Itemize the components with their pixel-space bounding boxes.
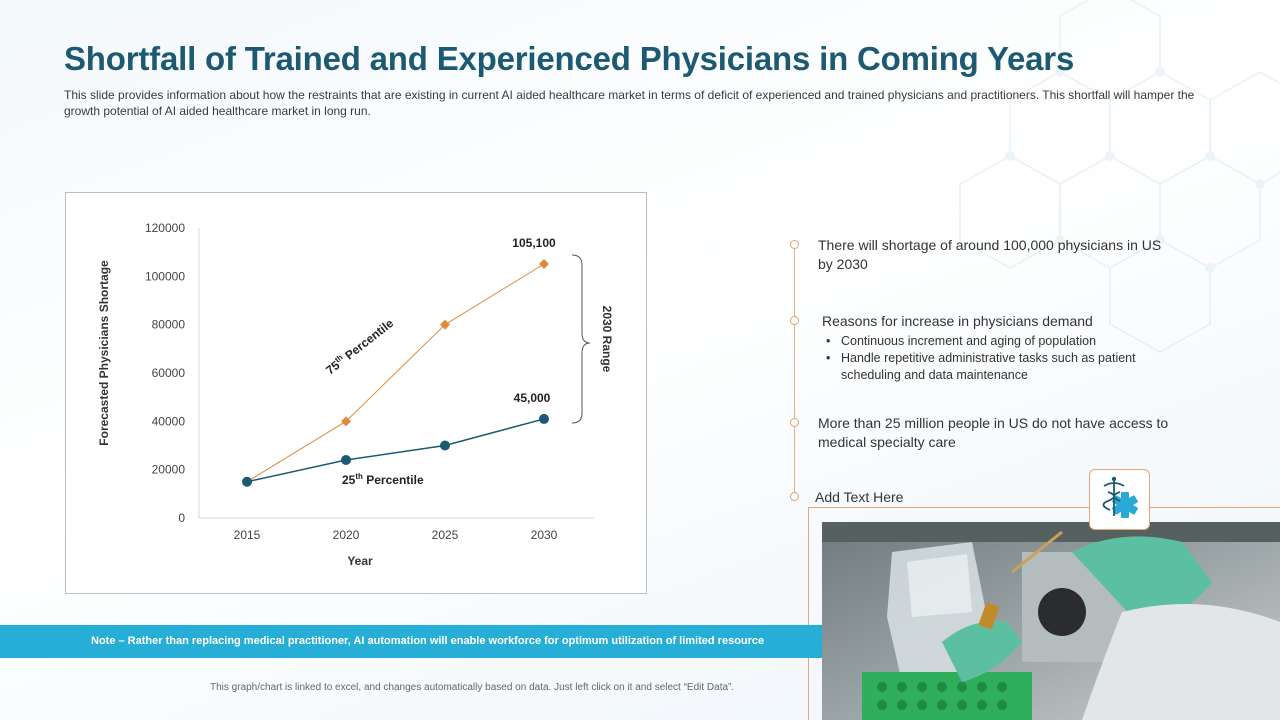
footer-note: This graph/chart is linked to excel, and…	[210, 682, 735, 693]
y-tick-label: 80000	[152, 318, 186, 332]
x-tick-label: 2025	[432, 528, 459, 542]
series-label-75th-sup: th	[333, 353, 345, 365]
bullet-item: Continuous increment and aging of popula…	[822, 333, 1162, 350]
data-point	[242, 476, 252, 487]
timeline-dot	[790, 418, 799, 427]
timeline-dot	[790, 492, 799, 501]
y-tick-label: 100000	[145, 269, 185, 283]
series-label-25th-sup: th	[355, 472, 363, 481]
lab-photo	[822, 522, 1280, 720]
series-label-25th-base: 25	[342, 473, 356, 487]
chart-axes	[198, 228, 594, 519]
timeline-line	[794, 240, 795, 498]
chart-container[interactable]: Forecasted Physicians Shortage Year 0 200…	[65, 192, 647, 594]
y-tick-label: 40000	[152, 414, 186, 428]
bullet-item: Handle repetitive administrative tasks s…	[822, 350, 1162, 384]
series-label-75th: 75th Percentile	[323, 315, 397, 377]
timeline-item-1: There will shortage of around 100,000 ph…	[818, 236, 1178, 274]
timeline-item-3-text: More than 25 million people in US do not…	[818, 415, 1169, 450]
page-subtitle: This slide provides information about ho…	[64, 88, 1195, 118]
data-point	[341, 416, 351, 427]
y-axis-label: Forecasted Physicians Shortage	[97, 260, 111, 446]
x-tick-label: 2020	[333, 528, 360, 542]
series-line	[246, 263, 545, 483]
data-point	[440, 319, 450, 330]
annotation-bottom-value: 45,000	[514, 391, 551, 405]
note-bar: Note – Rather than replacing medical pra…	[0, 625, 822, 658]
chart-ticks: 0 20000 40000 60000 80000 100000 120000 2015 202…	[145, 221, 558, 542]
timeline-dot	[790, 316, 799, 325]
timeline-item-2-bullets: Continuous increment and aging of popula…	[822, 333, 1162, 384]
data-point	[341, 455, 351, 465]
chart-series	[242, 259, 549, 487]
annotation-top-value: 105,100	[512, 236, 556, 250]
y-tick-label: 20000	[152, 463, 186, 477]
timeline-item-4[interactable]: Add Text Here	[815, 488, 1015, 507]
data-point	[440, 440, 450, 451]
series-label-25th-rest: Percentile	[363, 473, 424, 487]
page-title: Shortfall of Trained and Experienced Phy…	[64, 40, 1075, 77]
medical-icon-box	[1089, 469, 1150, 530]
timeline-item-3: More than 25 million people in US do not…	[818, 414, 1178, 452]
timeline-dot	[790, 240, 799, 249]
add-text-placeholder[interactable]: Add Text Here	[815, 489, 904, 505]
series-line	[246, 418, 545, 483]
series-label-25th: 25th Percentile	[342, 472, 424, 487]
line-chart: Forecasted Physicians Shortage Year 0 200…	[97, 221, 614, 568]
photo-frame	[808, 507, 1280, 720]
lab-photo-illustration	[822, 522, 1280, 720]
hexagon-background-decoration	[959, 0, 1280, 353]
x-tick-label: 2015	[234, 528, 261, 542]
y-tick-label: 0	[178, 511, 185, 525]
timeline-item-1-text: There will shortage of around 100,000 ph…	[818, 237, 1162, 272]
timeline-item-2-text: Reasons for increase in physicians deman…	[822, 313, 1093, 329]
data-point	[539, 259, 549, 270]
annotation-range-label: 2030 Range	[600, 306, 614, 373]
data-point	[539, 413, 549, 424]
x-axis-label: Year	[347, 554, 373, 568]
caduceus-star-of-life-icon	[1102, 476, 1138, 518]
y-tick-label: 60000	[152, 366, 186, 380]
range-bracket	[571, 254, 591, 424]
y-tick-label: 120000	[145, 221, 185, 235]
x-tick-label: 2030	[531, 528, 558, 542]
timeline-item-2: Reasons for increase in physicians deman…	[822, 312, 1162, 384]
series-label-75th-rest: Percentile	[340, 316, 397, 365]
